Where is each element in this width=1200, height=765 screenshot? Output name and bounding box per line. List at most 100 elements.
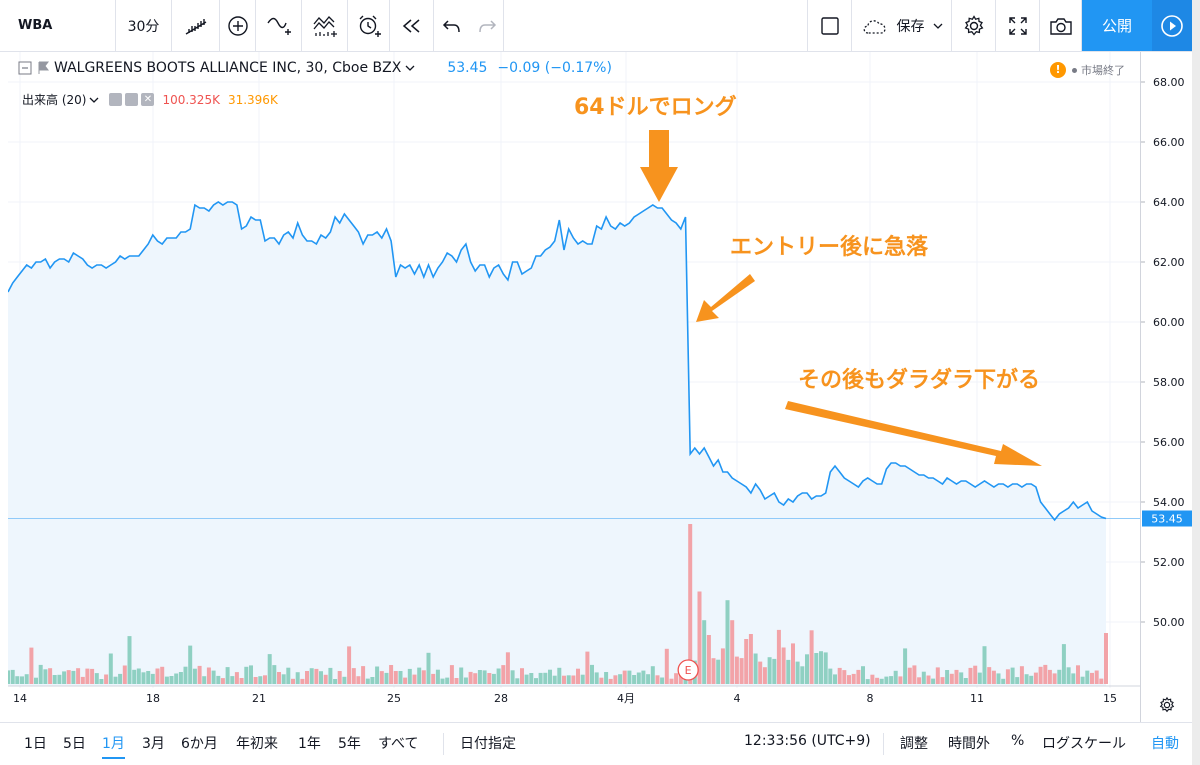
percent-scale-button[interactable]: % [1011,733,1025,749]
volume-bar [650,666,655,684]
settings-button[interactable] [952,0,996,51]
play-button[interactable] [1152,0,1192,51]
time-axis[interactable]: 14 18 21 25 28 4月 4 8 11 15 [13,692,1117,705]
volume-bar [949,673,954,684]
interval-button[interactable]: 30分 [116,0,172,51]
camera-icon [1049,17,1072,35]
volume-ma-value: 31.396K [227,92,278,107]
strategy-button[interactable] [302,0,348,51]
close-icon[interactable]: ✕ [141,93,155,106]
chevron-down-icon[interactable] [89,97,99,103]
volume-bar [1066,667,1071,684]
price-axis-tick-label: 62.00 [1153,256,1185,269]
annotation-decline: その後もダラダラ下がる [785,367,1042,466]
indicators-button[interactable] [256,0,302,51]
market-status-label: 市場終了 [1081,64,1125,77]
replay-button[interactable] [390,0,434,51]
volume-bar [805,654,809,684]
volume-bar [398,671,403,684]
volume-bar [164,676,169,684]
volume-bar [80,676,85,684]
toolbar-spacer [504,0,808,51]
volume-bar [599,677,604,684]
volume-bar [174,673,179,684]
range-1y-button[interactable]: 1年 [298,736,321,752]
volume-bar [870,674,875,684]
chevron-down-icon[interactable] [405,65,415,71]
axis-settings-button[interactable] [1140,688,1192,722]
redo-button[interactable] [470,0,504,51]
range-5d-button[interactable]: 5日 [63,736,86,752]
collapse-icon[interactable] [18,61,32,75]
snapshot-button[interactable] [1040,0,1082,51]
volume-bar [534,678,538,684]
volume-bar [468,671,473,684]
volume-bar [706,635,711,684]
volume-bar [71,670,76,684]
save-button[interactable]: 保存 [852,0,952,51]
volume-bar [940,677,945,684]
volume-bar [24,674,29,684]
volume-bar [99,679,104,684]
volume-bar [365,678,370,684]
expand-button[interactable] [996,0,1040,51]
range-5y-button[interactable]: 5年 [338,736,361,752]
volume-bar [702,620,707,684]
volume-bar [748,634,753,684]
volume-bar [963,678,968,684]
chart-pane[interactable]: E 64ドルでロング エントリー後に急落 その後もダラダラ下がる 14 18 21 2… [6,52,1140,705]
undo-button[interactable] [434,0,470,51]
volume-bar [449,665,454,684]
adjust-button[interactable]: 調整 [900,736,928,752]
play-circle-icon [1161,14,1183,37]
volume-bar [169,676,174,684]
auto-scale-button[interactable]: 自動 [1151,736,1179,752]
symbol-search-button[interactable]: WBA [0,0,116,51]
volume-bar [342,676,347,684]
volume-bar [945,670,950,684]
earnings-event-marker[interactable]: E [677,659,699,681]
volume-bar [973,665,978,684]
volume-bar [426,652,431,684]
log-scale-button[interactable]: ログスケール [1042,736,1126,752]
fullscreen-chart-button[interactable] [808,0,852,51]
price-axis[interactable]: 68.00 66.00 64.00 62.00 60.00 58.00 56.00 54.00… [1140,52,1192,688]
alert-button[interactable] [348,0,390,51]
goto-date-button[interactable]: 日付指定 [460,736,516,752]
volume-bar [935,667,940,684]
publish-button[interactable]: 公開 [1082,0,1152,51]
volume-bar [113,676,118,684]
volume-bar [753,653,758,684]
volume-bar [1029,675,1034,684]
volume-bar [459,667,464,684]
time-zone-display[interactable]: 12:33:56 (UTC+9) [744,733,871,749]
redo-icon [478,19,496,32]
volume-bar [879,678,884,684]
range-ytd-button[interactable]: 年初来 [236,736,278,752]
range-1d-button[interactable]: 1日 [24,736,47,752]
chart-type-button[interactable] [172,0,220,51]
time-axis-tick-label: 4月 [617,692,635,705]
flag-icon[interactable] [38,61,50,75]
range-6m-button[interactable]: 6か月 [181,736,218,752]
divider [883,733,884,755]
gear-icon[interactable] [125,93,139,106]
volume-indicator-label[interactable]: 出来高 (20) [22,93,87,107]
eye-icon[interactable] [109,93,123,106]
market-status[interactable]: ! 市場終了 [1050,62,1125,78]
volume-bar [29,647,34,684]
range-all-button[interactable]: すべて [378,736,419,752]
symbol-title[interactable]: WALGREENS BOOTS ALLIANCE INC, 30, Cboe B… [54,60,402,76]
annotation-drop-text: エントリー後に急落 [730,234,929,260]
volume-bar [1001,678,1006,684]
volume-bar [520,668,524,684]
compare-button[interactable] [220,0,256,51]
range-1m-button[interactable]: 1月 [102,733,125,759]
extended-hours-button[interactable]: 時間外 [948,736,990,752]
volume-value: 100.325K [162,92,220,107]
volume-bar [660,677,665,684]
cloud-icon [863,19,886,34]
volume-bar [141,672,146,684]
range-3m-button[interactable]: 3月 [142,736,165,752]
volume-bar [85,668,90,684]
